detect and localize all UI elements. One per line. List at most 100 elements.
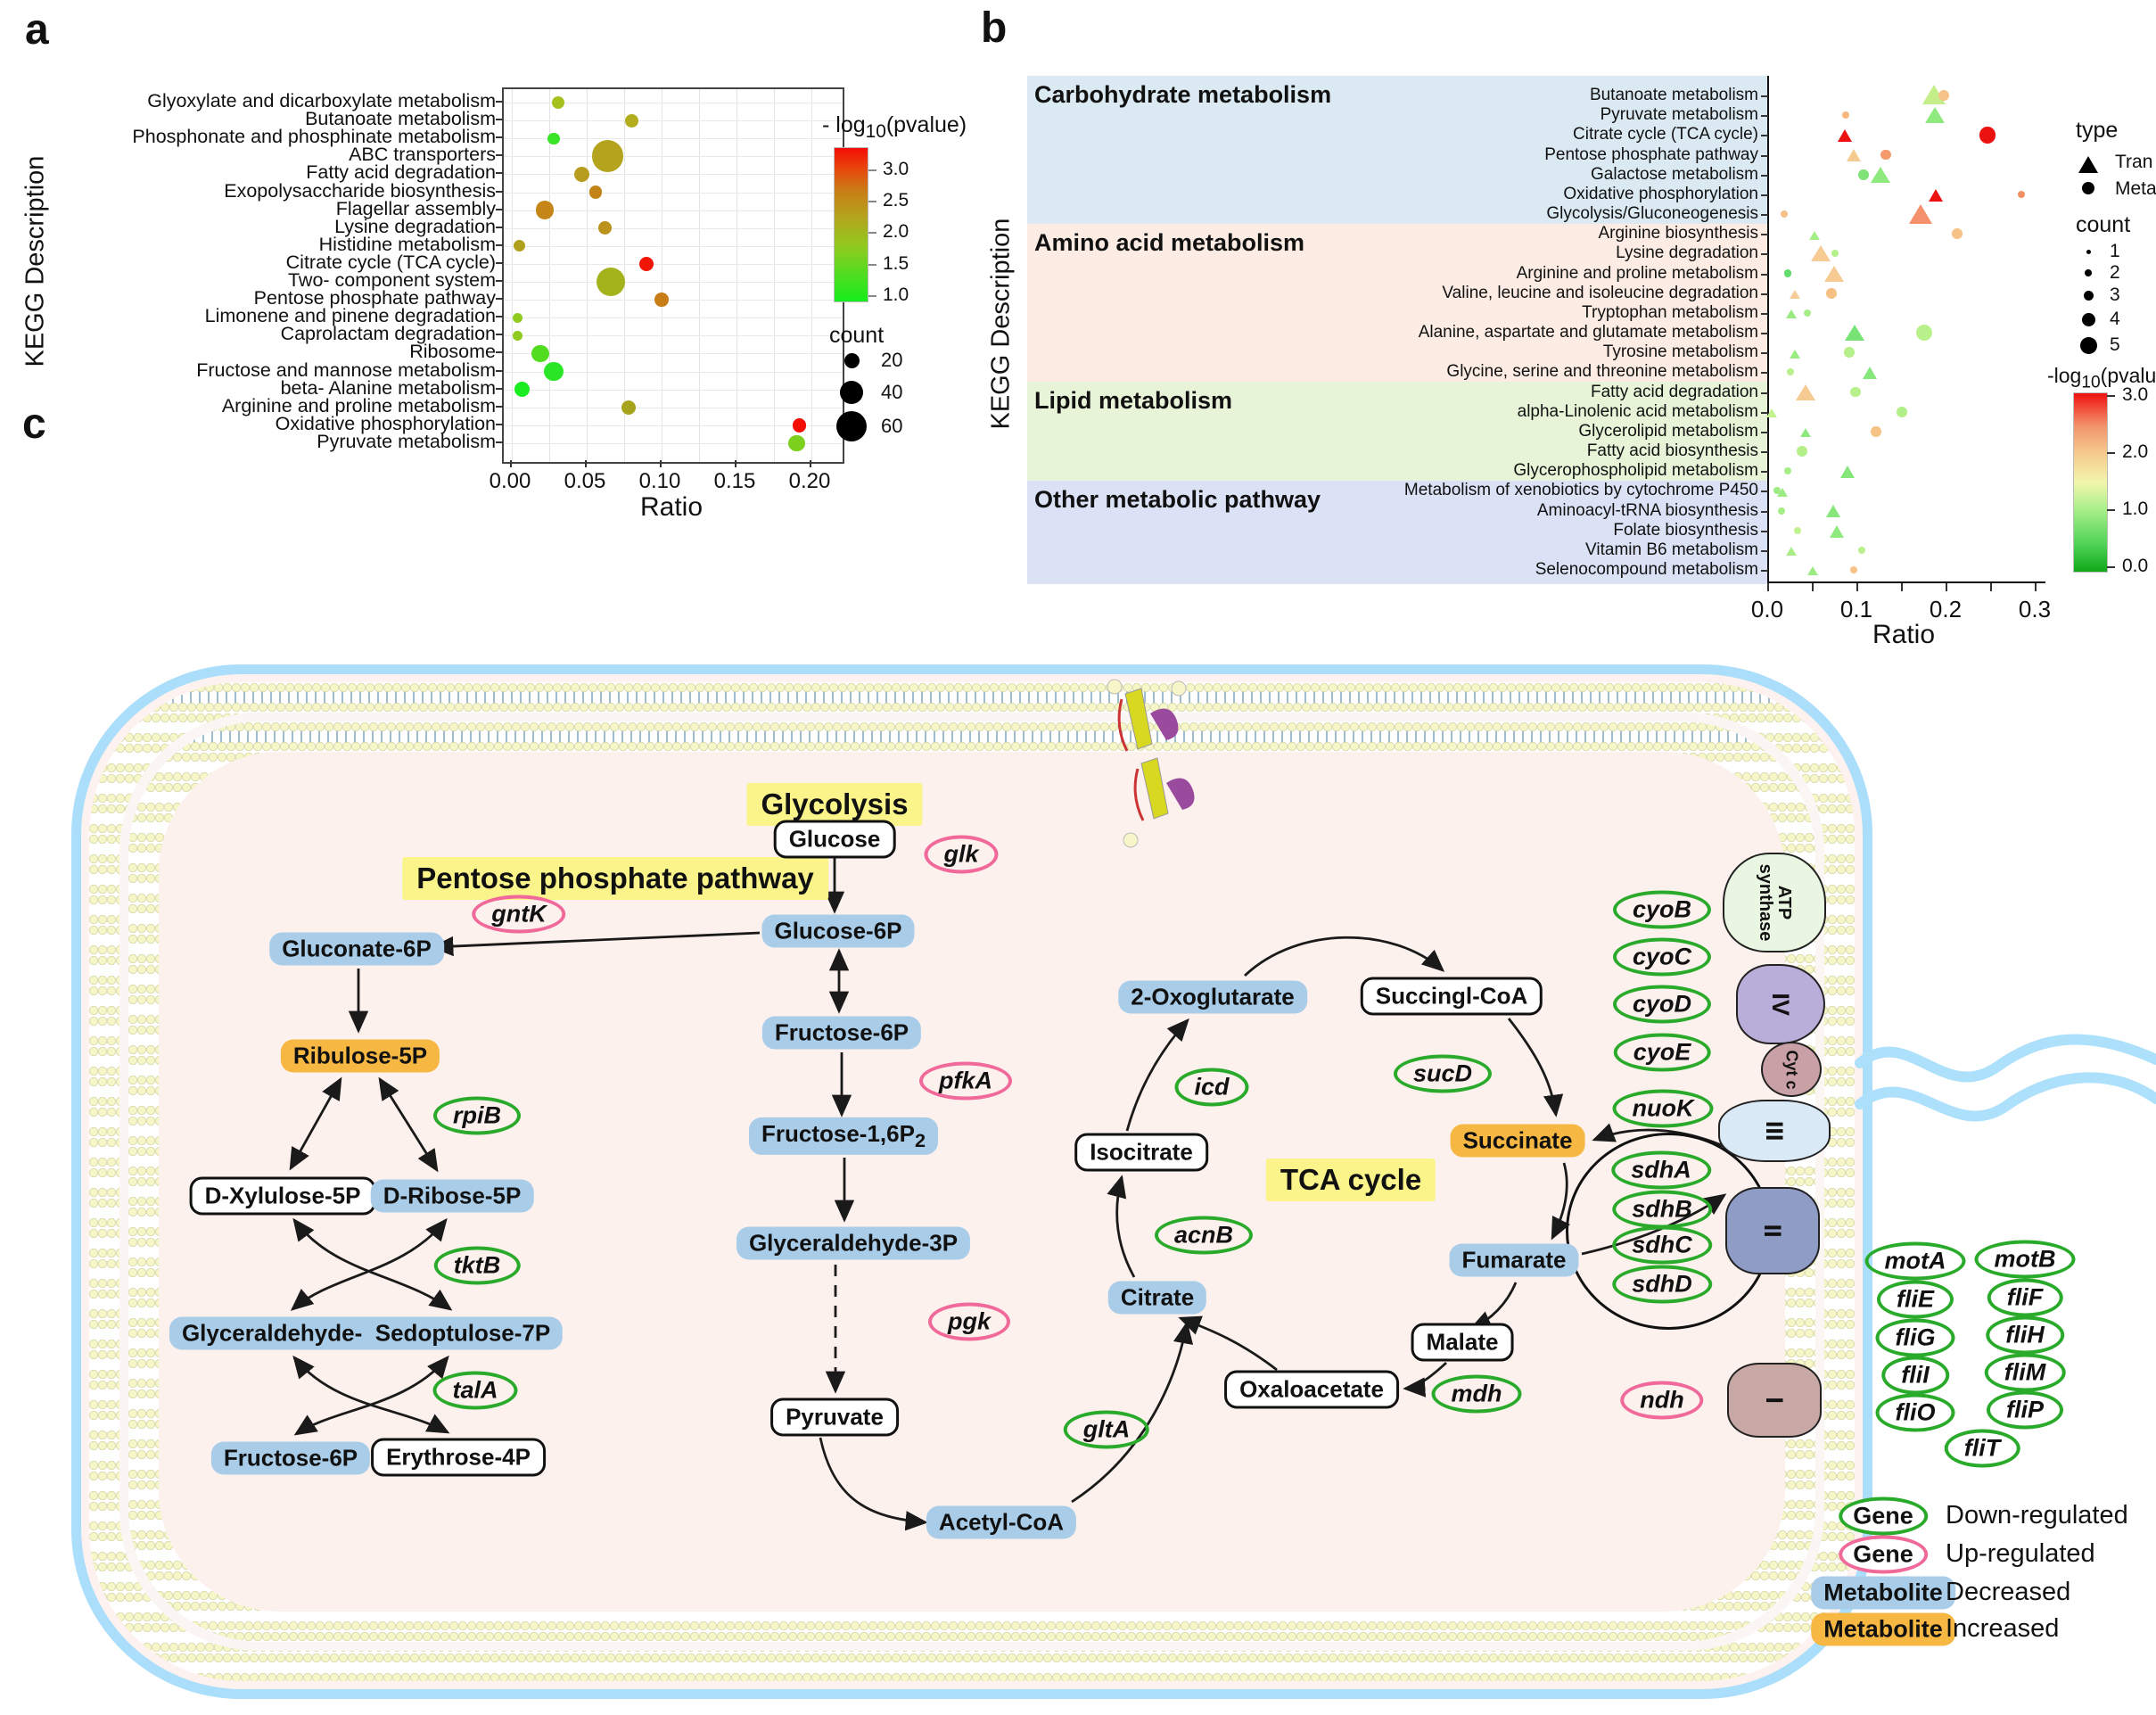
- complex-label: ATP synthase: [1756, 863, 1794, 942]
- x-tick-label: 0.00: [489, 469, 531, 493]
- colorbar-tick-label: 0.0: [2122, 556, 2149, 576]
- pvalue-title-sub: 10: [865, 121, 886, 142]
- row-label: Fatty acid degradation: [1590, 382, 1758, 401]
- category-label: Flagellar assembly: [335, 197, 496, 219]
- chart-point: [621, 400, 637, 415]
- grid-line: [504, 210, 843, 211]
- row-label: Glycerophospholipid metabolism: [1513, 461, 1758, 481]
- chart-point-triangle: [1810, 243, 1831, 262]
- chart-point-circle: [1849, 566, 1858, 574]
- category-label: Caprolactam degradation: [280, 323, 496, 345]
- panel-a-pvalue-colorbar: [834, 147, 868, 302]
- flagellum-1: [1855, 1034, 2156, 1083]
- metabolite-node: Sedoptulose-7P: [362, 1316, 564, 1350]
- row-label: Glycerolipid metabolism: [1578, 421, 1758, 441]
- chart-point: [547, 132, 560, 144]
- panel-a-label: a: [25, 6, 49, 54]
- grid-line: [504, 120, 843, 122]
- colorbar-tick: [868, 264, 876, 266]
- colorbar-tick-label: 3.0: [2122, 384, 2149, 405]
- colorbar-tick: [2107, 509, 2115, 511]
- pathway-title: TCA cycle: [1265, 1158, 1436, 1201]
- chart-point-triangle: [1924, 104, 1945, 124]
- chart-point-circle: [1850, 386, 1861, 398]
- grid-line: [504, 353, 843, 355]
- y-tick: [1761, 115, 1768, 118]
- y-tick: [1761, 570, 1768, 573]
- gene-node: pgk: [927, 1302, 1011, 1341]
- grid-line: [549, 89, 550, 462]
- chart-point-triangle: [1830, 523, 1845, 538]
- grid-line: [504, 138, 843, 140]
- y-tick: [496, 405, 503, 408]
- x-tick-label: 0.0: [1750, 596, 1784, 623]
- metabolite-node: D-Ribose-5P: [370, 1179, 534, 1213]
- chart-point-triangle: [1765, 406, 1777, 418]
- chart-point: [514, 382, 531, 398]
- row-label: Glycine, serine and threonine metabolism: [1446, 362, 1758, 382]
- y-tick: [1761, 471, 1768, 474]
- category-label: Two- component system: [287, 269, 496, 291]
- y-tick: [1761, 174, 1768, 177]
- chart-point: [588, 186, 603, 199]
- x-tick: [1946, 583, 1947, 591]
- count-legend-dot: [2085, 269, 2092, 276]
- category-label: beta- Alanine metabolism: [280, 376, 496, 399]
- metabolite-node: D-Xylulose-5P: [189, 1176, 376, 1216]
- count-legend-label: 4: [2110, 309, 2120, 329]
- grid-line: [504, 227, 843, 229]
- row-label: Tryptophan metabolism: [1582, 302, 1758, 322]
- metabolite-node: Fumarate: [1449, 1243, 1579, 1277]
- colorbar-tick: [2107, 566, 2115, 568]
- panel-a-count-legend-title: count: [829, 323, 885, 348]
- gene-node: fliF: [1987, 1278, 2063, 1317]
- category-band: [1027, 382, 1767, 482]
- category-label: Fructose and mannose metabolism: [196, 359, 496, 381]
- legend-label: Decreased: [1946, 1578, 2071, 1606]
- chart-point: [551, 95, 565, 110]
- gene-node: cyoC: [1612, 937, 1712, 977]
- chart-point: [513, 330, 523, 341]
- legend-type-label: Meta: [2115, 178, 2156, 199]
- y-tick: [1761, 451, 1768, 454]
- chart-point: [787, 434, 805, 452]
- colorbar-tick-label: 2.0: [883, 221, 909, 242]
- panel-b-type-legend-title: type: [2076, 118, 2119, 143]
- chart-point-circle: [1880, 149, 1891, 161]
- y-tick: [496, 172, 503, 175]
- gene-node: sdhC: [1612, 1225, 1712, 1265]
- metabolite-node: 2-Oxoglutarate: [1118, 980, 1307, 1014]
- y-tick: [496, 298, 503, 301]
- gene-node: fliO: [1875, 1393, 1955, 1432]
- x-tick: [1901, 583, 1903, 591]
- chart-point-triangle: [1808, 228, 1820, 240]
- metabolite-node: Malate: [1411, 1323, 1514, 1362]
- gene-node: cyoE: [1613, 1033, 1711, 1072]
- y-tick: [1761, 293, 1768, 295]
- respiratory-complex: I: [1727, 1363, 1822, 1438]
- gene-node: motB: [1974, 1240, 2076, 1279]
- x-tick: [1990, 583, 1992, 591]
- respiratory-complex: II: [1725, 1187, 1820, 1274]
- chart-point-triangle: [1838, 127, 1853, 143]
- y-tick: [496, 154, 503, 157]
- y-tick: [496, 190, 503, 193]
- gene-node: acnB: [1154, 1216, 1254, 1255]
- row-label: Glycolysis/Gluconeogenesis: [1546, 204, 1758, 224]
- row-label: alpha-Linolenic acid metabolism: [1517, 401, 1758, 421]
- y-tick: [1761, 95, 1768, 97]
- legend-chip: Gene: [1839, 1497, 1928, 1536]
- gene-node: cyoD: [1612, 985, 1712, 1024]
- category-label: Ribosome: [409, 341, 496, 363]
- category-label: Oxidative phosphorylation: [275, 412, 496, 434]
- y-tick: [496, 387, 503, 390]
- category-label: Limonene and pinene degradation: [204, 305, 496, 327]
- panel-a-pvalue-legend-title: - log10(pvalue): [822, 112, 967, 143]
- colorbar-tick: [868, 232, 876, 234]
- complex-label: III: [1761, 1120, 1789, 1142]
- chart-point-circle: [1783, 269, 1792, 277]
- y-tick: [1761, 530, 1768, 532]
- category-label: Butanoate metabolism: [305, 108, 496, 130]
- grid-line: [504, 245, 843, 247]
